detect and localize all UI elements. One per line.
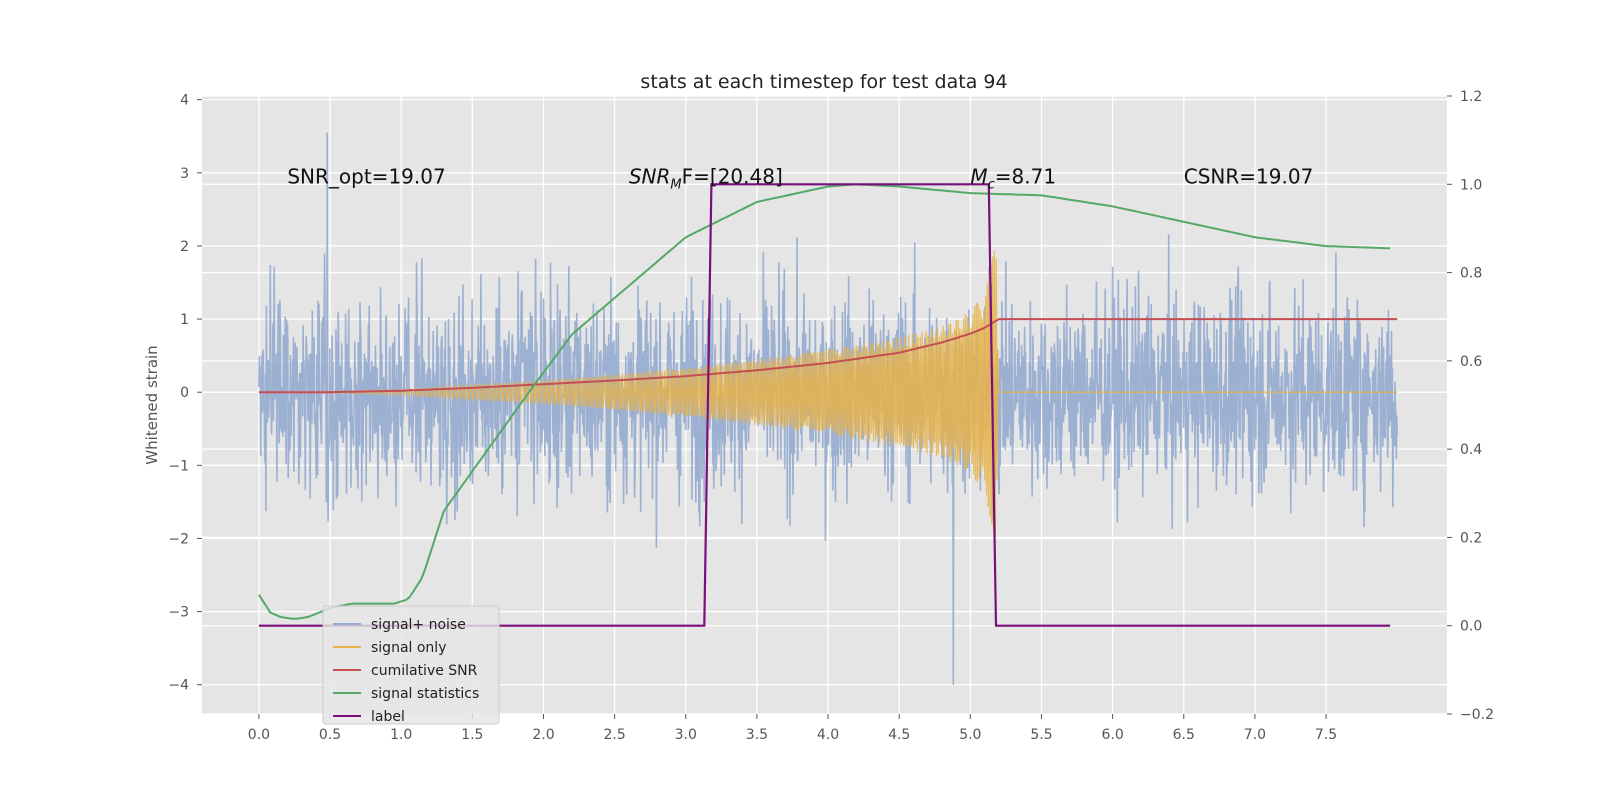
- y-tick-label: −3: [168, 605, 189, 621]
- y2-tick-label: 1.0: [1460, 177, 1482, 193]
- plot-data: [258, 132, 1398, 685]
- x-tick-label: 5.0: [959, 727, 981, 743]
- y2-tick-label: 0.2: [1460, 530, 1482, 546]
- y-tick-label: 0: [180, 385, 189, 401]
- y-tick-label: 4: [180, 93, 189, 109]
- legend-label: signal statistics: [371, 686, 479, 702]
- y2-tick-label: 0.6: [1460, 354, 1482, 370]
- x-tick-label: 1.5: [461, 727, 483, 743]
- legend: signal+ noise signal only cumilative SNR si…: [322, 605, 500, 725]
- y2-tick-label: −0.2: [1460, 707, 1494, 723]
- y-axis-ticks: −4 −3 −2 −1 0 1 2 3 4: [168, 93, 202, 694]
- chart-title: stats at each timestep for test data 94: [640, 71, 1007, 93]
- annotation-snr-mf: SNRMF=[20.48]: [629, 164, 783, 192]
- y-tick-label: −1: [168, 458, 189, 474]
- x-tick-label: 0.5: [319, 727, 341, 743]
- annotation-snr-opt: SNR_opt=19.07: [287, 164, 445, 188]
- x-tick-label: 6.5: [1173, 727, 1195, 743]
- x-tick-label: 5.5: [1030, 727, 1052, 743]
- y2-axis-ticks: −0.2 0.0 0.2 0.4 0.6 0.8 1.0 1.2: [1447, 89, 1494, 723]
- y2-tick-label: 0.8: [1460, 266, 1482, 282]
- y-tick-label: 3: [180, 166, 189, 182]
- legend-label: signal+ noise: [371, 617, 466, 633]
- series-signal-noise-line: [258, 132, 1398, 685]
- legend-box: [322, 605, 500, 725]
- x-tick-label: 0.0: [248, 727, 270, 743]
- x-tick-label: 3.0: [675, 727, 697, 743]
- y-tick-label: 2: [180, 239, 189, 255]
- y2-tick-label: 0.4: [1460, 442, 1482, 458]
- series-label-line: [258, 183, 1391, 627]
- y-axis-label: Whitened strain: [143, 345, 161, 464]
- x-tick-label: 4.0: [817, 727, 839, 743]
- legend-label: signal only: [371, 640, 446, 656]
- y2-tick-label: 1.2: [1460, 89, 1482, 105]
- y-tick-label: 1: [180, 312, 189, 328]
- x-tick-label: 3.5: [746, 727, 768, 743]
- annotations: SNR_opt=19.07 SNRMF=[20.48] Mc=8.71 CSNR=19…: [287, 164, 1313, 192]
- series-signal-statistics-line: [258, 183, 1391, 620]
- x-tick-label: 2.5: [603, 727, 625, 743]
- annotation-csnr: CSNR=19.07: [1184, 164, 1314, 188]
- y-tick-label: −2: [168, 531, 189, 547]
- y2-tick-label: 0.0: [1460, 619, 1482, 635]
- y-tick-label: −4: [168, 678, 189, 694]
- x-tick-label: 7.0: [1244, 727, 1266, 743]
- legend-label: cumilative SNR: [371, 663, 478, 679]
- x-axis-ticks: 0.0 0.5 1.0 1.5 2.0 2.5 3.0 3.5 4.0 4.5 5.0 5.5 6.0 6…: [248, 714, 1337, 743]
- series-signal-only-line: [258, 250, 1398, 537]
- annotation-mc: Mc=8.71: [970, 164, 1056, 192]
- x-tick-label: 4.5: [888, 727, 910, 743]
- legend-label: label: [371, 709, 405, 725]
- x-tick-label: 6.0: [1101, 727, 1123, 743]
- series-cumulative-snr-line: [258, 318, 1398, 394]
- x-tick-label: 1.0: [390, 727, 412, 743]
- x-tick-label: 7.5: [1315, 727, 1337, 743]
- x-tick-label: 2.0: [532, 727, 554, 743]
